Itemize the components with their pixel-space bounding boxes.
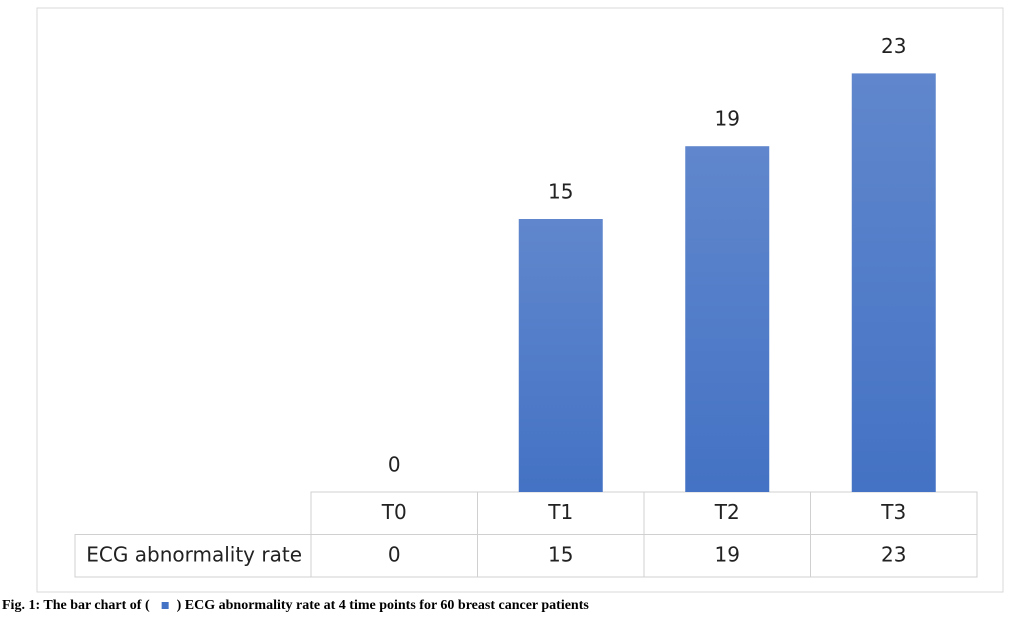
- x-tick-label: T0: [381, 500, 407, 524]
- data-label: 15: [548, 180, 573, 204]
- data-label: 19: [715, 107, 740, 131]
- legend-marker: [161, 602, 169, 609]
- table-value: 15: [548, 542, 573, 566]
- data-label: 23: [881, 34, 906, 58]
- bar: [685, 146, 770, 492]
- caption-suffix: ) ECG abnormality rate at 4 time points …: [177, 598, 590, 613]
- row-label: ECG abnormality rate: [86, 542, 302, 566]
- x-tick-label: T2: [714, 500, 740, 524]
- data-label: 0: [388, 453, 401, 477]
- x-tick-label: T3: [880, 500, 906, 524]
- table-value: 23: [881, 542, 906, 566]
- bar: [851, 73, 936, 493]
- caption-prefix: Fig. 1: The bar chart of (: [2, 598, 150, 613]
- table-value: 0: [388, 542, 401, 566]
- x-tick-label: T1: [547, 500, 573, 524]
- table-cell: [810, 534, 978, 578]
- table-value: 19: [715, 542, 740, 566]
- bar: [518, 219, 603, 492]
